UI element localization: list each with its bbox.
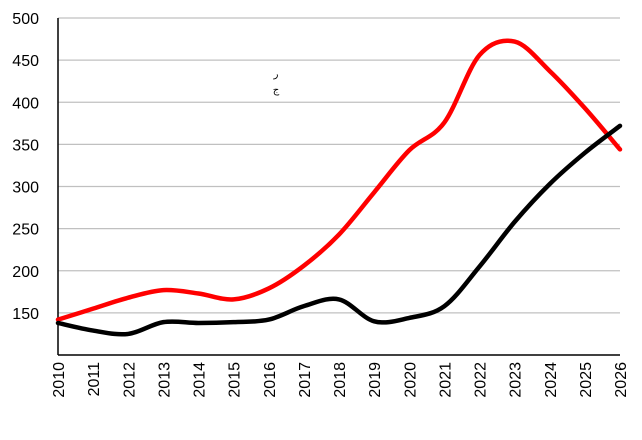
x-tick-label: 2016 (262, 362, 279, 398)
gridlines (58, 17, 620, 314)
x-tick-label: 2019 (367, 362, 384, 398)
series-lines (55, 38, 623, 337)
y-tick-label: 350 (12, 137, 39, 154)
y-tick-label: 250 (12, 222, 39, 239)
annotation-2: ج (273, 85, 280, 96)
y-tick-label: 400 (12, 95, 39, 112)
x-tick-label: 2022 (473, 362, 490, 398)
x-tick-label: 2014 (192, 362, 209, 398)
y-tick-labels: 150 200 250 300 350 400 450 500 (12, 11, 39, 323)
y-tick-label: 150 (12, 306, 39, 323)
x-tick-label: 2026 (613, 362, 630, 398)
x-tick-label: 2010 (51, 362, 68, 398)
x-tick-label: 2021 (437, 362, 454, 398)
x-tick-label: 2013 (156, 362, 173, 398)
y-tick-label: 300 (12, 180, 39, 197)
x-tick-label: 2024 (543, 362, 560, 398)
x-tick-label: 2011 (86, 362, 103, 397)
x-tick-label: 2017 (297, 362, 314, 398)
y-tick-label: 200 (12, 264, 39, 281)
x-tick-label: 2020 (402, 362, 419, 398)
x-tick-label: 2015 (227, 362, 244, 398)
series-line-1 (55, 38, 623, 322)
annotation-1: ر (273, 69, 279, 80)
y-tick-label: 450 (12, 53, 39, 70)
x-tick-label: 2018 (332, 362, 349, 398)
y-tick-label: 500 (12, 11, 39, 28)
x-tick-label: 2023 (508, 362, 525, 398)
x-tick-label: 2025 (578, 362, 595, 398)
x-tick-label: 2012 (121, 362, 138, 398)
series-line-2 (55, 123, 623, 337)
x-tick-labels: 2010 2011 2012 2013 2014 2015 2016 2017 2018 2019… (51, 362, 630, 398)
